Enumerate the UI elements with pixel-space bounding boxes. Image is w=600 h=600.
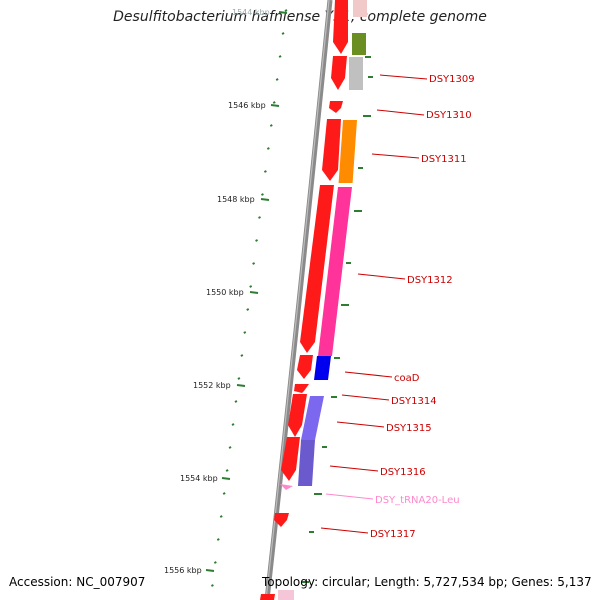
cds-arrow-top[interactable] [333,0,348,54]
cds-arrow-dsy1312[interactable] [300,185,334,353]
feature-label-dsy1315[interactable]: DSY1315 [386,423,432,434]
cds-layer [260,0,367,600]
feature-label-dsy1309[interactable]: DSY1309 [429,74,475,85]
tick-label: 1550 kbp [206,288,244,297]
label-layer: DSY1309 DSY1310 DSY1311 DSY1312 coaD DSY1314 D… [370,74,475,540]
minor-tick [219,515,223,518]
minor-tick [216,538,220,541]
minor-tick [222,492,226,495]
major-tick [249,291,259,294]
tick-label: 1556 kbp [164,566,202,575]
minor-tick [263,170,267,173]
tick-label: 1554 kbp [180,474,218,483]
cog-block-top-a[interactable] [353,0,367,17]
tick-label: 1548 kbp [217,195,255,204]
cds-arrow-dsy1309[interactable] [331,56,347,90]
trna-arrow-dsy-trna20-leu[interactable] [280,484,293,490]
cds-arrow-bottom[interactable] [260,594,275,600]
minor-tick [246,308,250,311]
feature-label-dsy1314[interactable]: DSY1314 [391,396,437,407]
cds-arrow-dsy1311[interactable] [322,119,341,181]
minor-tick [258,216,261,219]
cog-block-top-b[interactable] [352,33,366,55]
minor-tick [225,469,229,472]
minor-tick [237,377,241,380]
feature-label-coad[interactable]: coaD [394,373,420,384]
minor-tick [281,32,285,35]
minor-tick [243,331,247,334]
major-tick [221,477,231,480]
minor-tick [278,55,282,58]
minor-tick [228,446,232,449]
cds-arrow-coad[interactable] [297,355,313,379]
minor-tick [234,400,238,403]
topology-text: Topology: circular; Length: 5,727,534 bp… [262,575,592,589]
cds-arrow-dsy1316[interactable] [281,437,300,481]
map-title: Desulfitobacterium hafniense Y51, comple… [113,9,487,25]
minor-tick [275,78,279,81]
major-tick [205,569,215,572]
outer-ring-marks [302,56,373,583]
minor-tick [231,423,235,426]
cds-arrow-dsy1315[interactable] [288,394,307,437]
cog-block-bottom[interactable] [278,590,294,600]
cog-block-dsy1311[interactable] [338,120,357,183]
major-tick [270,104,280,107]
leader-lines [320,74,428,534]
tick-label: 1544 kbp [232,8,270,17]
tick-label: 1546 kbp [228,101,266,110]
feature-label-dsy1317[interactable]: DSY1317 [370,529,416,540]
minor-tick [266,147,270,150]
major-tick [236,384,246,387]
cds-arrow-dsy1310[interactable] [329,101,343,113]
feature-label-dsy1310[interactable]: DSY1310 [426,110,472,121]
feature-label-dsy1316[interactable]: DSY1316 [380,467,426,478]
major-tick [260,198,270,201]
cog-block-dsy1312[interactable] [318,187,352,356]
feature-label-dsy1312[interactable]: DSY1312 [407,275,453,286]
minor-tick [240,354,244,357]
cog-block-dsy1309[interactable] [349,57,363,90]
cog-block-coad[interactable] [314,356,331,380]
minor-tick [261,193,264,196]
cds-arrow-dsy1314[interactable] [294,384,309,393]
cog-block-dsy1315[interactable] [301,396,324,440]
minor-tick [284,9,288,12]
major-tick [278,11,288,14]
feature-label-dsy-trna20-leu[interactable]: DSY_tRNA20-Leu [375,495,460,506]
tick-layer: 1544 kbp 1546 kbp 1548 kbp 1550 kbp 1552 kbp… [164,8,288,587]
feature-label-dsy1311[interactable]: DSY1311 [421,154,467,165]
minor-tick [249,285,253,288]
minor-tick [252,262,256,265]
minor-tick [255,239,259,242]
tick-label: 1552 kbp [193,381,231,390]
cds-arrow-dsy1317[interactable] [274,513,289,527]
minor-tick [213,561,217,564]
accession-text: Accession: NC_007907 [9,575,146,589]
minor-tick [272,101,276,104]
cog-block-dsy1316[interactable] [298,440,315,486]
minor-tick [210,584,214,587]
minor-tick [269,124,273,127]
